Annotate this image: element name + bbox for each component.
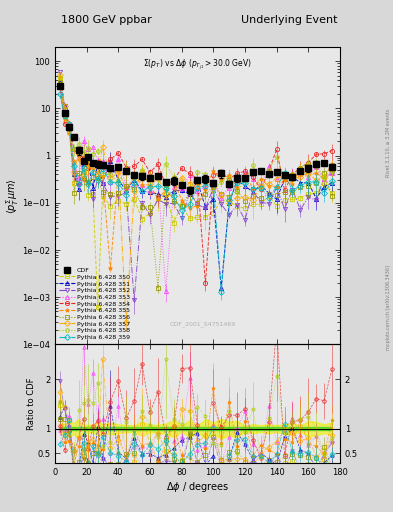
Legend: CDF, Pythia 6.428 350, Pythia 6.428 351, Pythia 6.428 352, Pythia 6.428 353, Pyt: CDF, Pythia 6.428 350, Pythia 6.428 351,… (57, 265, 132, 343)
Text: $\Sigma(p_T)$ vs $\Delta\phi$ $(p_{T_{j1}} > 30.0$ GeV$)$: $\Sigma(p_T)$ vs $\Delta\phi$ $(p_{T_{j1… (143, 57, 252, 72)
Text: CDF_2001_S4751469: CDF_2001_S4751469 (170, 321, 236, 327)
Text: Underlying Event: Underlying Event (241, 14, 338, 25)
Text: 1800 GeV ppbar: 1800 GeV ppbar (61, 14, 152, 25)
X-axis label: $\Delta\phi$ / degrees: $\Delta\phi$ / degrees (166, 480, 229, 494)
Y-axis label: $\langle p_T^{\Sigma}\mu m\rangle$: $\langle p_T^{\Sigma}\mu m\rangle$ (4, 178, 21, 214)
Y-axis label: Ratio to CDF: Ratio to CDF (27, 378, 36, 430)
Text: mcplots.cern.ch [arXiv:1306.3436]: mcplots.cern.ch [arXiv:1306.3436] (386, 265, 391, 350)
Text: Rivet 3.1.10, ≥ 3.2M events: Rivet 3.1.10, ≥ 3.2M events (386, 109, 391, 178)
